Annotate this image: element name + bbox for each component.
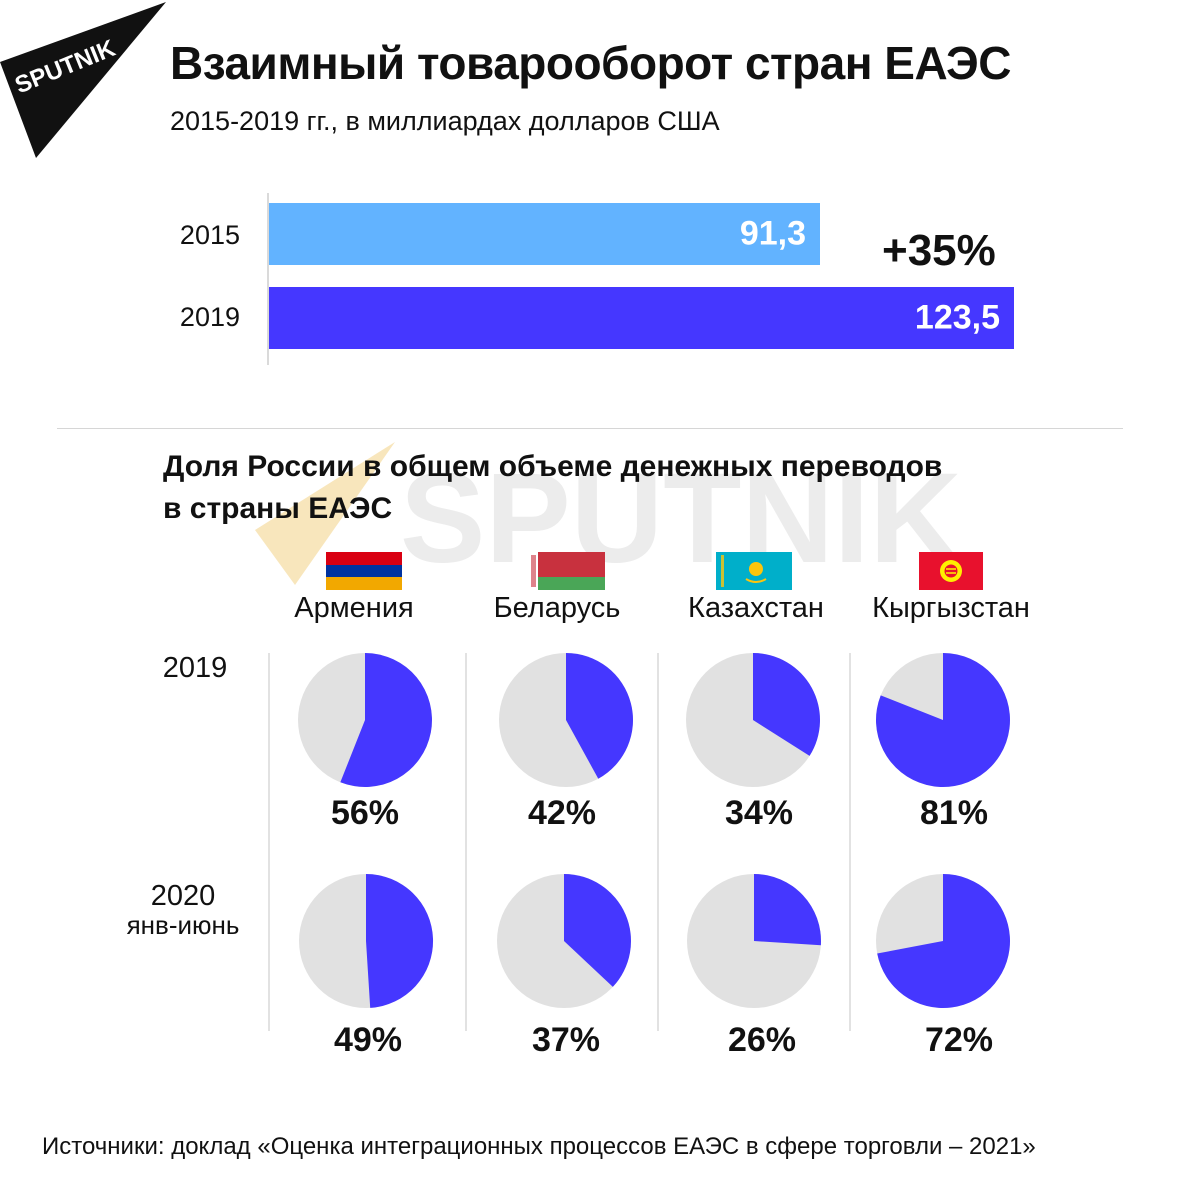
pie-label-kazakhstan-2019: 34% bbox=[724, 794, 794, 832]
sputnik-logo: SPUTNIK bbox=[0, 2, 166, 158]
pie-kazakhstan-2019 bbox=[686, 653, 820, 787]
pie-slice-russia bbox=[875, 653, 1010, 787]
column-separator bbox=[268, 653, 270, 1031]
pie-label-kyrgyzstan-2020: 72% bbox=[924, 1021, 994, 1059]
pie-label-belarus-2019: 42% bbox=[527, 794, 597, 832]
bar-2015: 91,3 bbox=[269, 203, 820, 265]
pie-label-kyrgyzstan-2019: 81% bbox=[919, 794, 989, 832]
bar-label-2015: 2015 bbox=[179, 220, 240, 250]
pie-armenia-2020 bbox=[299, 874, 434, 1008]
pie-slice-russia bbox=[366, 874, 434, 1008]
section-divider bbox=[57, 428, 1123, 429]
growth-annotation: +35% bbox=[882, 226, 996, 275]
kazakhstan-flag-icon bbox=[716, 552, 792, 590]
source-note: Источники: доклад «Оценка интеграционных… bbox=[42, 1133, 1036, 1160]
remittance-title: Доля России в общем объеме денежных пере… bbox=[163, 450, 943, 525]
column-separator bbox=[849, 653, 851, 1031]
bar-axis bbox=[267, 193, 269, 365]
pie-slice-russia bbox=[564, 874, 631, 987]
pie-belarus-2020 bbox=[497, 874, 631, 1008]
pie-slice-russia bbox=[566, 653, 633, 779]
pie-slice-russia bbox=[877, 874, 1011, 1008]
pie-label-armenia-2019: 56% bbox=[330, 794, 400, 832]
pie-kyrgyzstan-2020 bbox=[876, 874, 1011, 1008]
bar-2019: 123,5 bbox=[269, 287, 1014, 349]
pie-armenia-2019 bbox=[298, 653, 432, 787]
bar-value-2015: 91,3 bbox=[739, 214, 806, 253]
bar-value-2019: 123,5 bbox=[914, 298, 1000, 337]
pie-belarus-2019 bbox=[499, 653, 633, 787]
country-label-kazakhstan: Казахстан bbox=[688, 592, 824, 624]
row-label-2020: 2020 янв-июнь bbox=[126, 880, 240, 940]
column-separator bbox=[465, 653, 467, 1031]
pie-label-belarus-2020: 37% bbox=[531, 1021, 601, 1059]
pie-label-armenia-2020: 49% bbox=[333, 1021, 403, 1059]
page-title: Взаимный товарооборот стран ЕАЭС bbox=[170, 37, 1012, 89]
kyrgyzstan-flag-icon bbox=[919, 552, 983, 590]
column-separator bbox=[657, 653, 659, 1031]
bar-label-2019: 2019 bbox=[179, 302, 240, 332]
pie-label-kazakhstan-2020: 26% bbox=[727, 1021, 797, 1059]
pie-slice-russia bbox=[340, 653, 432, 787]
pie-slice-russia bbox=[753, 653, 820, 756]
row-label-2019: 2019 bbox=[162, 652, 228, 684]
country-label-kyrgyzstan: Кыргызстан bbox=[872, 592, 1030, 624]
country-label-belarus: Беларусь bbox=[493, 592, 621, 624]
page-subtitle: 2015-2019 гг., в миллиардах долларов США bbox=[170, 106, 720, 136]
belarus-flag-icon bbox=[529, 552, 605, 590]
country-label-armenia: Армения bbox=[294, 592, 414, 624]
pie-kyrgyzstan-2019 bbox=[875, 653, 1010, 787]
pie-kazakhstan-2020 bbox=[687, 874, 822, 1008]
pie-slice-russia bbox=[754, 874, 822, 946]
armenia-flag-icon bbox=[326, 552, 402, 590]
